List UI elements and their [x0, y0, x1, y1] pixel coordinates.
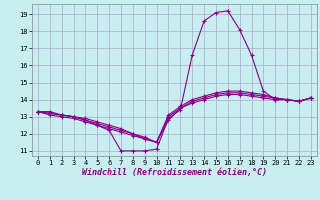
X-axis label: Windchill (Refroidissement éolien,°C): Windchill (Refroidissement éolien,°C)	[82, 168, 267, 177]
